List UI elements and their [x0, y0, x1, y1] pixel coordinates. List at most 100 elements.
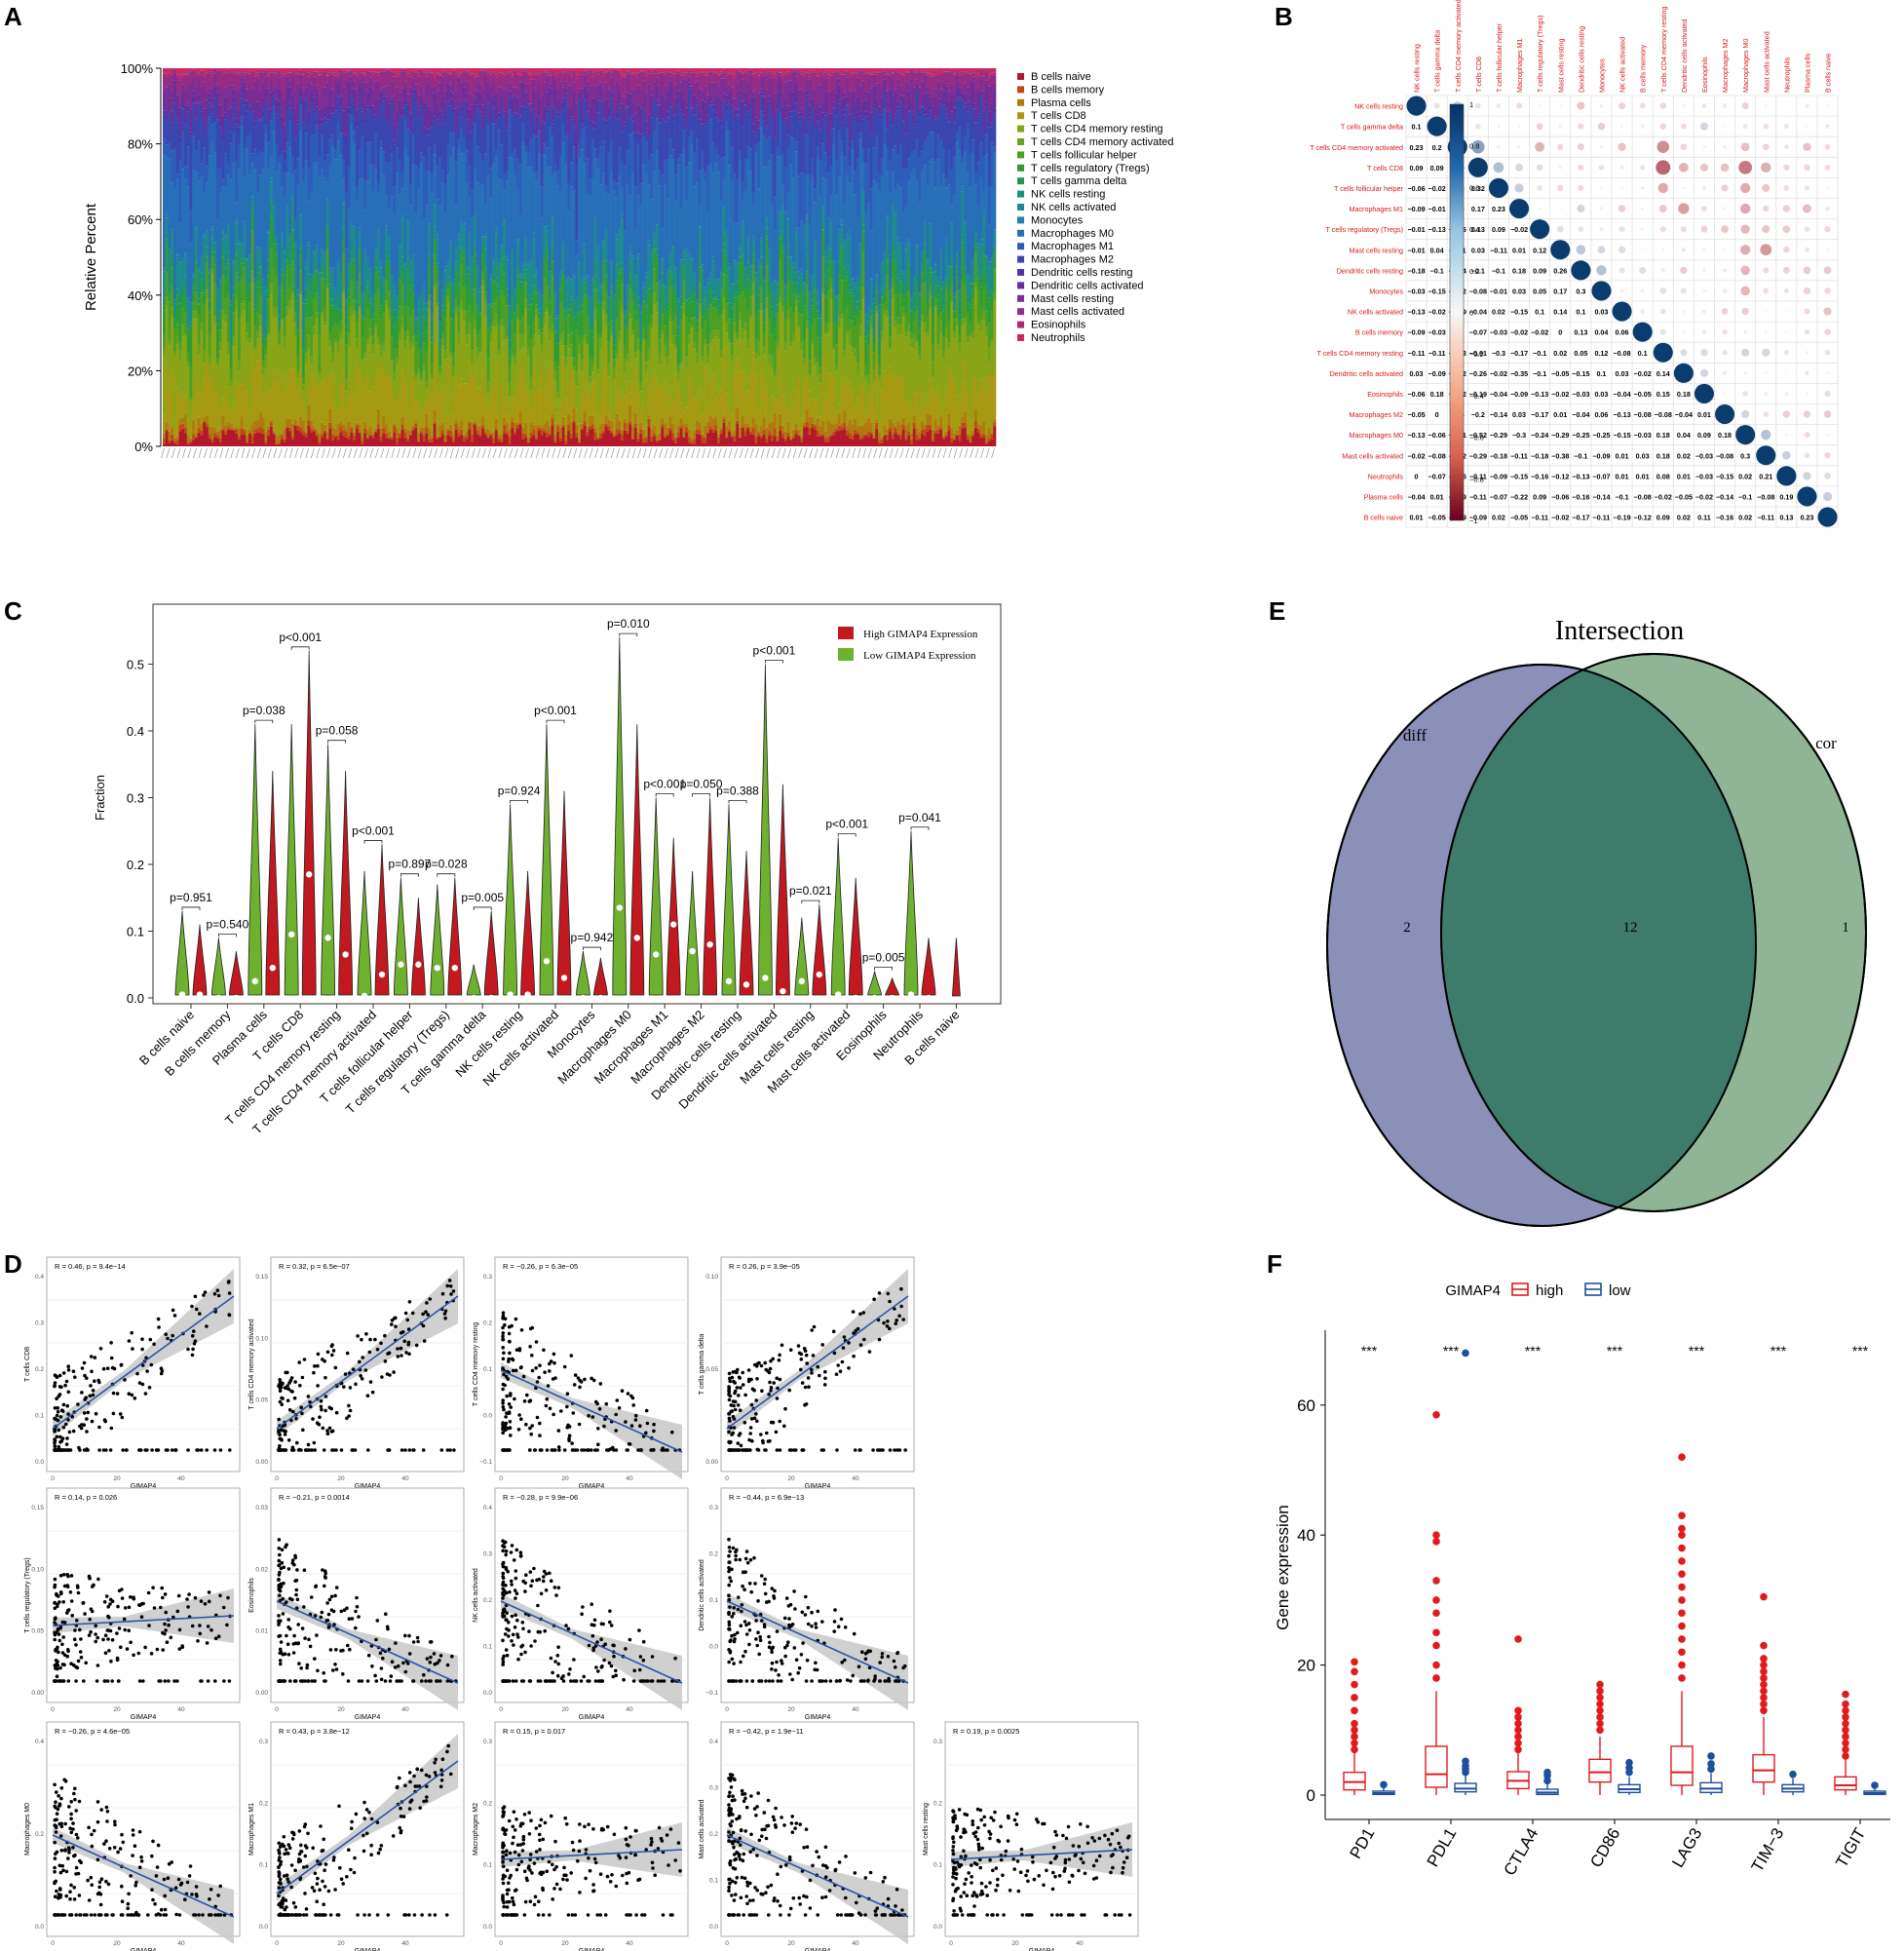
- stack-segment: [232, 73, 236, 86]
- stack-segment: [558, 278, 562, 286]
- stack-segment: [664, 284, 667, 287]
- stack-segment: [739, 263, 743, 266]
- stack-segment: [283, 347, 286, 375]
- stack-segment: [457, 75, 461, 78]
- stack-segment: [476, 68, 479, 75]
- stack-segment: [353, 432, 357, 436]
- stack-segment: [355, 109, 359, 121]
- stack-segment: [353, 104, 357, 110]
- stack-segment: [711, 100, 715, 105]
- stack-segment: [492, 262, 496, 274]
- stack-segment: [666, 406, 669, 428]
- stack-segment: [411, 425, 415, 429]
- stack-segment: [481, 286, 485, 371]
- stack-segment: [462, 100, 466, 136]
- stack-segment: [773, 399, 777, 414]
- stack-segment: [526, 151, 530, 168]
- stack-segment: [181, 417, 185, 424]
- stack-segment: [714, 430, 718, 446]
- stack-segment: [687, 289, 691, 299]
- stack-segment: [503, 78, 507, 90]
- stack-segment: [417, 318, 421, 322]
- stack-segment: [350, 96, 354, 98]
- stack-segment: [797, 293, 801, 297]
- stack-segment: [711, 432, 715, 446]
- stack-segment: [553, 295, 557, 319]
- stack-segment: [551, 68, 554, 70]
- stack-segment: [575, 240, 579, 256]
- stack-segment: [514, 109, 517, 113]
- stack-segment: [511, 304, 514, 321]
- stack-segment: [355, 348, 359, 365]
- stack-segment: [698, 430, 702, 435]
- stack-segment: [537, 431, 541, 446]
- stack-segment: [178, 261, 182, 263]
- stack-segment: [258, 69, 263, 73]
- stack-segment: [312, 270, 316, 274]
- stack-segment: [417, 168, 421, 190]
- stack-segment: [483, 119, 487, 154]
- stack-segment: [508, 339, 512, 352]
- stack-segment: [535, 172, 539, 180]
- stack-segment: [171, 182, 174, 230]
- stack-segment: [743, 105, 747, 160]
- stack-segment: [628, 261, 632, 274]
- stack-segment: [272, 105, 276, 132]
- stack-segment: [540, 149, 544, 155]
- stack-segment: [511, 290, 514, 299]
- stack-segment: [773, 372, 777, 377]
- stack-segment: [433, 93, 437, 117]
- stack-segment: [653, 304, 657, 373]
- stack-segment: [304, 133, 308, 161]
- stack-segment: [653, 100, 657, 102]
- stack-segment: [451, 440, 455, 442]
- stack-segment: [776, 111, 780, 147]
- stack-segment: [604, 191, 608, 229]
- stack-segment: [347, 81, 351, 108]
- stack-segment: [714, 425, 718, 431]
- stack-segment: [521, 69, 525, 72]
- stack-segment: [436, 72, 439, 74]
- stack-segment: [736, 359, 740, 408]
- stack-segment: [248, 343, 252, 412]
- stack-segment: [468, 232, 472, 236]
- stack-segment: [408, 130, 412, 134]
- stack-segment: [465, 183, 469, 267]
- stack-segment: [250, 203, 254, 211]
- stack-segment: [674, 442, 678, 446]
- stack-segment: [708, 383, 712, 416]
- stack-segment: [776, 92, 780, 110]
- stack-segment: [258, 119, 263, 121]
- stack-segment: [465, 70, 469, 72]
- stack-segment: [701, 71, 704, 73]
- stack-segment: [676, 102, 680, 159]
- stack-segment: [336, 259, 340, 266]
- stack-segment: [275, 244, 279, 252]
- stack-segment: [537, 389, 541, 425]
- stack-segment: [739, 68, 743, 71]
- stack-segment: [296, 289, 300, 295]
- stack-segment: [215, 68, 220, 69]
- stack-segment: [296, 430, 300, 446]
- stack-segment: [515, 74, 519, 89]
- stack-segment: [580, 129, 584, 150]
- stack-segment: [626, 150, 629, 186]
- stack-segment: [237, 439, 242, 446]
- stack-segment: [465, 150, 469, 184]
- stack-segment: [304, 433, 308, 438]
- stack-segment: [243, 74, 247, 79]
- stack-segment: [183, 287, 188, 293]
- stack-segment: [701, 303, 704, 313]
- stack-segment: [433, 226, 437, 241]
- stack-segment: [163, 297, 167, 306]
- stack-segment: [497, 413, 501, 435]
- stack-segment: [511, 416, 514, 422]
- stack-segment: [526, 83, 530, 101]
- stack-segment: [682, 264, 686, 268]
- stack-segment: [323, 283, 326, 287]
- stack-segment: [618, 68, 622, 71]
- stack-segment: [650, 392, 654, 429]
- stack-segment: [706, 210, 710, 280]
- stack-segment: [631, 68, 635, 73]
- stack-segment: [425, 433, 429, 446]
